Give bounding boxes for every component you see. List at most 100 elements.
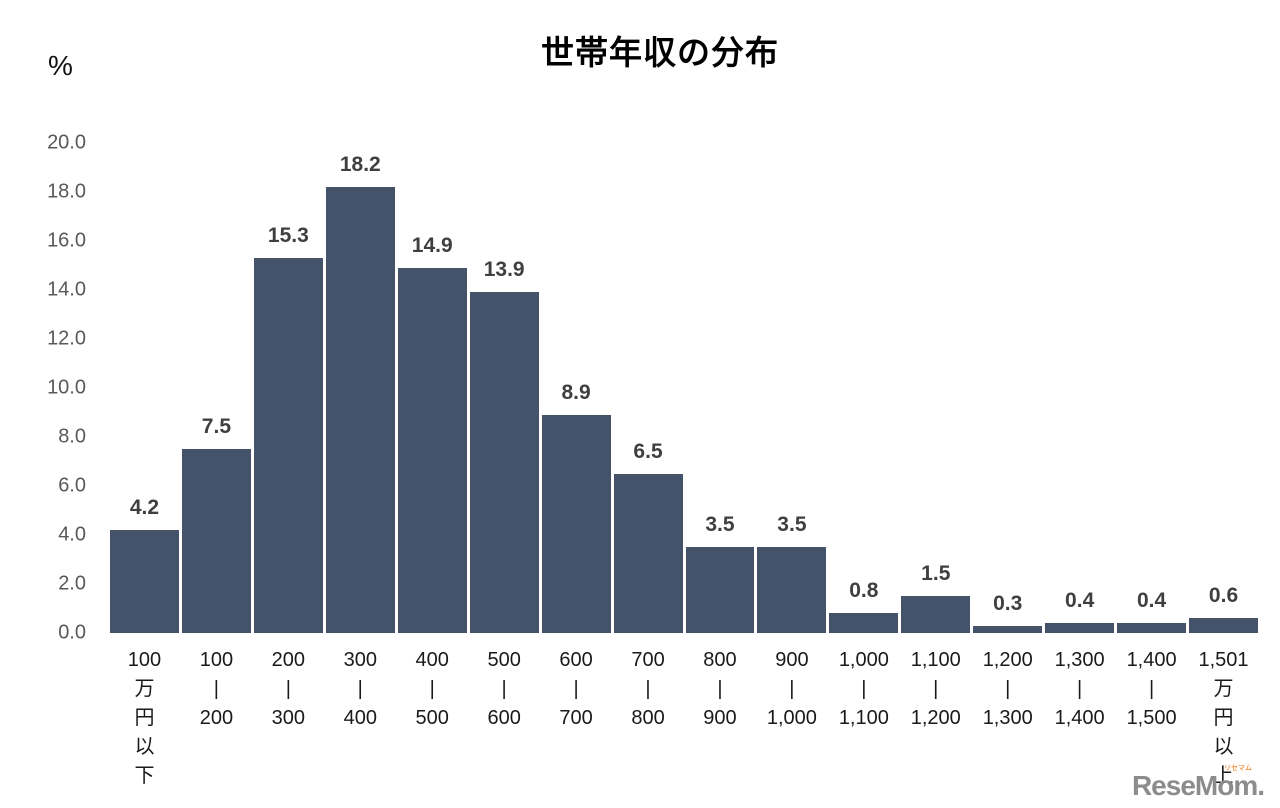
- y-axis-tick-label: 14.0: [47, 278, 86, 301]
- y-axis-tick-label: 0.0: [58, 621, 86, 644]
- x-axis-label-line: |: [789, 678, 795, 700]
- x-axis-label-line: 1,300: [1054, 649, 1105, 671]
- x-axis-category-label: 200 | 300: [254, 646, 323, 733]
- x-axis-category-label: 1,000 | 1,100: [829, 646, 898, 733]
- watermark-text: ReseMom.: [1131, 770, 1265, 801]
- bar-value-label: 0.6: [1208, 584, 1239, 608]
- y-axis-tick-label: 18.0: [47, 180, 86, 203]
- x-axis-label-line: 600: [559, 649, 593, 671]
- bar-value-label: 8.9: [561, 380, 591, 404]
- x-axis-label-line: 1,300: [982, 707, 1033, 729]
- x-axis-label-line: |: [429, 678, 435, 700]
- x-axis-label-line: 上: [1213, 765, 1234, 787]
- x-axis-label-line: 200: [271, 649, 306, 671]
- x-axis-label-line: 400: [415, 649, 449, 671]
- bar-column: 15.3 200 | 300: [253, 143, 323, 729]
- bar-column: 0.6 1,501 万円以上: [1189, 143, 1258, 787]
- bar-column: 0.8 1,000 | 1,100: [829, 143, 899, 729]
- x-axis-label-line: 1,400: [1054, 707, 1105, 729]
- x-axis-label-line: 300: [271, 707, 306, 729]
- bar: [901, 596, 971, 633]
- x-axis-label-line: 800: [631, 707, 665, 729]
- bar: [325, 187, 395, 633]
- y-axis-tick-label: 20.0: [47, 131, 86, 154]
- x-axis-label-line: 200: [199, 707, 234, 729]
- x-axis-category-label: 400 | 500: [398, 646, 467, 733]
- x-axis-label-line: 1,100: [910, 649, 961, 671]
- y-axis-unit-label: %: [48, 50, 73, 81]
- x-axis-label-line: 下: [134, 765, 155, 787]
- x-axis-label-line: 700: [559, 707, 593, 729]
- bar-value-label: 3.5: [705, 513, 735, 537]
- watermark-ruby-text: リセマム: [1224, 765, 1252, 772]
- x-axis-label-line: 1,200: [910, 707, 961, 729]
- x-axis-label-line: 1,500: [1126, 707, 1177, 729]
- x-axis-label-line: 万: [134, 678, 155, 700]
- plot-area: 4.2 100 万円以下 7.5 100 | 200 15.3 200 | 300 18.2 300 | 4…: [110, 143, 1258, 787]
- bar-column: 7.5 100 | 200: [181, 143, 251, 729]
- bar: [1045, 623, 1115, 633]
- x-axis-label-line: |: [1148, 678, 1155, 700]
- bar-value-label: 4.2: [129, 496, 160, 520]
- x-axis-label-line: 800: [703, 649, 737, 671]
- bar: [110, 530, 179, 633]
- x-axis-label-line: 円: [1213, 707, 1234, 729]
- x-axis-label-line: 1,000: [838, 649, 889, 671]
- bar: [541, 414, 611, 633]
- x-axis-category-label: 1,100 | 1,200: [901, 646, 970, 733]
- x-axis-label-line: |: [213, 678, 219, 700]
- bar: [397, 267, 467, 633]
- y-axis-tick-label: 16.0: [47, 229, 86, 252]
- x-axis-label-line: |: [861, 678, 867, 700]
- x-axis-category-label: 600 | 700: [542, 646, 611, 733]
- x-axis-label-line: 万: [1213, 678, 1234, 700]
- bar-column: 0.3 1,200 | 1,300: [973, 143, 1043, 729]
- x-axis-label-line: 1,400: [1126, 649, 1177, 671]
- bar-value-label: 1.5: [921, 562, 951, 586]
- x-axis-category-label: 1,400 | 1,500: [1117, 646, 1186, 733]
- x-axis-category-label: 300 | 400: [326, 646, 395, 733]
- bar-column: 6.5 700 | 800: [613, 143, 683, 729]
- bar-value-label: 0.4: [1136, 589, 1167, 613]
- bar-column: 18.2 300 | 400: [325, 143, 395, 729]
- x-axis-category-label: 800 | 900: [686, 646, 755, 733]
- x-axis-category-label: 1,501 万円以上: [1189, 646, 1258, 791]
- bar-column: 4.2 100 万円以下: [110, 143, 179, 787]
- bar-value-label: 0.4: [1065, 589, 1095, 613]
- bar-column: 3.5 900 | 1,000: [757, 143, 827, 729]
- y-axis-tick-label: 2.0: [58, 572, 86, 595]
- x-axis-label-line: 700: [631, 649, 665, 671]
- y-axis-tick-label: 8.0: [58, 425, 86, 448]
- bar: [181, 449, 251, 633]
- chart-title: 世帯年収の分布: [541, 34, 779, 71]
- x-axis-category-label: 500 | 600: [470, 646, 539, 733]
- y-axis-tick-label: 10.0: [47, 376, 86, 399]
- x-axis-label-line: 1,200: [982, 649, 1033, 671]
- x-axis-label-line: 1,000: [766, 707, 817, 729]
- bar-column: 14.9 400 | 500: [397, 143, 467, 729]
- resemom-watermark-logo: リセマム ReseMom.: [1131, 765, 1265, 802]
- x-axis-label-line: 100: [199, 649, 234, 671]
- y-axis: 20.0 18.0 16.0 14.0 12.0 10.0 8.0 6.0 4.0 2.0 0.0: [18, 132, 86, 644]
- x-axis-label-line: |: [573, 678, 579, 700]
- x-axis-label-line: 600: [487, 707, 521, 729]
- bar-column: 8.9 600 | 700: [541, 143, 611, 729]
- y-axis-tick-label: 6.0: [58, 474, 86, 497]
- x-axis-category-label: 100 | 200: [182, 646, 251, 733]
- bar: [253, 258, 323, 633]
- x-axis-label-line: 以: [134, 736, 155, 758]
- bar-value-label: 15.3: [267, 224, 309, 248]
- bar-column: 0.4 1,300 | 1,400: [1045, 143, 1115, 729]
- bar-value-label: 0.3: [993, 591, 1023, 615]
- bar-column: 3.5 800 | 900: [685, 143, 755, 729]
- x-axis-category-label: 700 | 800: [614, 646, 683, 733]
- bar-value-label: 7.5: [201, 415, 232, 439]
- x-axis-label-line: |: [645, 678, 651, 700]
- x-axis-label-line: 以: [1213, 736, 1234, 758]
- x-axis-category-label: 900 | 1,000: [757, 646, 826, 733]
- bar-value-label: 0.8: [849, 579, 879, 603]
- bar: [1189, 618, 1258, 633]
- x-axis-label-line: 900: [703, 707, 737, 729]
- bar-value-label: 13.9: [483, 258, 525, 282]
- bar-value-label: 6.5: [633, 439, 663, 463]
